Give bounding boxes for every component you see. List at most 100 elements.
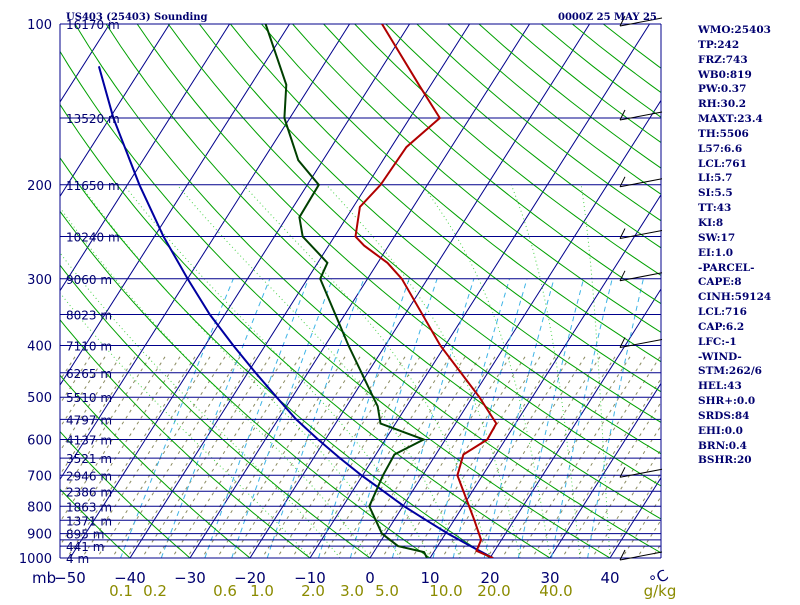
index-entry: TT:43 — [698, 201, 798, 216]
hatch-line — [0, 357, 30, 558]
height-label: 3521 m — [66, 452, 112, 466]
moist-adiabat-line — [326, 185, 520, 558]
mixing-ratio-tick-label: 0.1 — [109, 582, 133, 600]
wind-barb-staff — [620, 552, 662, 560]
pressure-tick-label: 1000 — [19, 552, 52, 567]
dry-adiabat-line — [137, 24, 790, 558]
index-entry: CAP:6.2 — [698, 320, 798, 335]
wind-barb-staff — [620, 469, 662, 477]
isotherm-line — [10, 24, 350, 558]
height-label: 4797 m — [66, 413, 112, 427]
index-entry: SW:17 — [698, 231, 798, 246]
pressure-tick-label: 800 — [27, 500, 52, 515]
height-label: 8023 m — [66, 309, 112, 323]
dry-adiabat-line — [0, 24, 370, 558]
index-entry: PW:0.37 — [698, 82, 798, 97]
height-label: 9060 m — [66, 273, 112, 287]
isotherm-layer — [0, 24, 800, 558]
height-label: 2386 m — [66, 485, 112, 499]
moist-adiabat-line — [13, 185, 340, 558]
pressure-axis-label: mb — [32, 569, 56, 587]
mixing-ratio-tick-label: 3.0 — [340, 582, 364, 600]
height-label: 5510 m — [66, 391, 112, 405]
index-entry: TH:5506 — [698, 127, 798, 142]
wind-barb-staff — [620, 273, 662, 281]
wind-barb-staff — [620, 231, 662, 239]
index-entry: SHR+:0.0 — [698, 394, 798, 409]
temperature-tick-label: −30 — [174, 569, 206, 587]
index-entry: L57:6.6 — [698, 142, 798, 157]
index-entry: BSHR:20 — [698, 453, 798, 468]
mixing-ratio-tick-label: 1.0 — [250, 582, 274, 600]
index-entry: -WIND- — [698, 350, 798, 365]
moist-adiabat-line — [124, 185, 430, 558]
hatch-layer — [0, 357, 800, 558]
index-entry: -PARCEL- — [698, 261, 798, 276]
index-entry: HEL:43 — [698, 379, 798, 394]
index-entry: WB0:819 — [698, 68, 798, 83]
pressure-tick-label: 200 — [27, 179, 52, 194]
index-entry: MAXT:23.4 — [698, 112, 798, 127]
wind-barb-staff — [620, 112, 662, 120]
pressure-tick-label: 900 — [27, 528, 52, 543]
mixing-ratio-line — [319, 279, 410, 558]
index-entry: CAPE:8 — [698, 275, 798, 290]
index-entry: SRDS:84 — [698, 409, 798, 424]
index-entry: WMO:25403 — [698, 23, 798, 38]
index-entry: EI:1.0 — [698, 246, 798, 261]
height-label: 7110 m — [66, 340, 112, 354]
temperature-tick-label: 40 — [600, 569, 619, 587]
height-label: 4137 m — [66, 434, 112, 448]
height-label: 6265 m — [66, 367, 112, 381]
mixing-ratio-tick-label: 0.2 — [143, 582, 167, 600]
mixing-ratio-tick-label: 10.0 — [429, 582, 462, 600]
mixing-ratio-layer — [121, 279, 644, 558]
mixing-ratio-tick-label: 40.0 — [539, 582, 572, 600]
index-entry: CINH:59124 — [698, 290, 798, 305]
wind-barbs-layer — [620, 16, 662, 560]
hatch-line — [0, 357, 15, 558]
mixing-ratio-axis-label: g/kg — [644, 582, 677, 600]
mixing-ratio-tick-label: 5.0 — [375, 582, 399, 600]
mixing-ratio-line — [232, 279, 333, 558]
mixing-ratio-tick-label: 20.0 — [477, 582, 510, 600]
temperature-tick-label: 0 — [365, 569, 375, 587]
height-label: 1863 m — [66, 500, 112, 514]
mixing-ratio-line — [267, 279, 364, 558]
isotherm-line — [70, 24, 410, 558]
pressure-tick-label: 300 — [27, 273, 52, 288]
index-entry: RH:30.2 — [698, 97, 798, 112]
index-entry: LCL:761 — [698, 157, 798, 172]
height-label: 2946 m — [66, 469, 112, 483]
index-entry: EHI:0.0 — [698, 424, 798, 439]
station-title: US403 (25403) Sounding — [66, 12, 208, 23]
height-label: 13520 m — [66, 112, 120, 126]
index-entry: BRN:0.4 — [698, 439, 798, 454]
height-label: 4 m — [66, 552, 89, 566]
moist-adiabat-line — [177, 185, 460, 558]
index-entry: LI:5.7 — [698, 171, 798, 186]
height-label: 10240 m — [66, 231, 120, 245]
dry-adiabat-line — [106, 24, 730, 558]
mixing-ratio-line — [392, 279, 474, 558]
pressure-tick-label: 600 — [27, 434, 52, 449]
time-title: 0000Z 25 MAY 25 — [558, 12, 657, 23]
index-entry: LFC:-1 — [698, 335, 798, 350]
pressure-tick-label: 400 — [27, 340, 52, 355]
height-label: 1371 m — [66, 514, 112, 528]
index-entry: STM:262/6 — [698, 364, 798, 379]
height-label: 11650 m — [66, 179, 120, 193]
mixing-ratio-tick-label: 2.0 — [301, 582, 325, 600]
index-entry: TP:242 — [698, 38, 798, 53]
pressure-tick-label: 700 — [27, 469, 52, 484]
index-entry: FRZ:743 — [698, 53, 798, 68]
pressure-tick-label: 100 — [27, 18, 52, 33]
mixing-ratio-line — [588, 279, 644, 558]
temperature-tick-label: −50 — [54, 569, 86, 587]
index-entry: SI:5.5 — [698, 186, 798, 201]
mixing-ratio-tick-label: 0.6 — [213, 582, 237, 600]
index-entry: LCL:716 — [698, 305, 798, 320]
